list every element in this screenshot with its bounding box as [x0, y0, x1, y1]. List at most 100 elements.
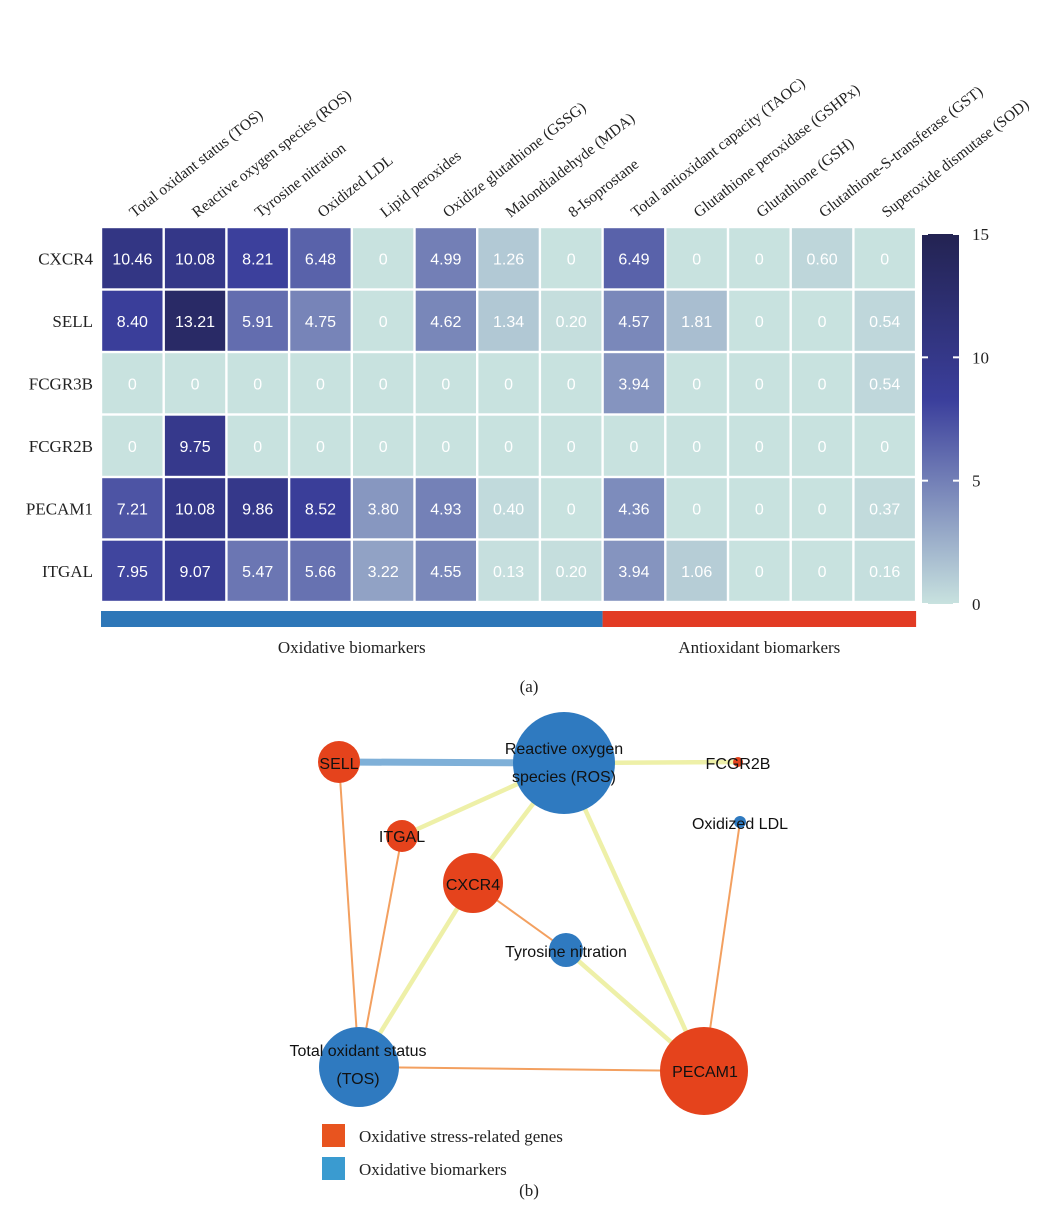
edge-tos-pecam1	[358, 1066, 705, 1072]
heatmap-value-label: 5.66	[305, 564, 336, 581]
heatmap-cell-pecam1-1	[164, 478, 226, 539]
heatmap-cell-fcgr3b-12	[854, 353, 915, 414]
heatmap-value-label: 0	[253, 376, 262, 393]
heatmap-cell-itgal-1	[164, 540, 226, 601]
node-oxldl	[734, 816, 746, 828]
heatmap-value-label: 0	[504, 439, 513, 456]
heatmap-cell-cxcr4-12	[854, 228, 915, 289]
heatmap-cell-pecam1-5	[415, 478, 476, 539]
heatmap-value-label: 0	[379, 439, 388, 456]
heatmap-cell-cxcr4-0	[102, 228, 163, 289]
colorbar-gradient	[922, 234, 959, 604]
heatmap-value-label: 0	[755, 439, 764, 456]
heatmap-value-label: 0	[567, 376, 576, 393]
heatmap-cell-fcgr3b-8	[603, 353, 665, 414]
heatmap-value-label: 0	[692, 439, 701, 456]
colorbar-tick-label: 15	[972, 225, 989, 244]
colorbar-tick-label: 5	[972, 472, 981, 491]
heatmap-value-label: 0	[692, 376, 701, 393]
node-label-tos: Total oxidant status (TOS)	[290, 1043, 427, 1088]
heatmap-cell-fcgr2b-12	[854, 415, 915, 476]
heatmap-cell-fcgr2b-7	[541, 415, 602, 476]
heatmap-cell-cxcr4-3	[290, 228, 351, 289]
legend-label-oxidative-stress-related-genes: Oxidative stress-related genes	[359, 1127, 563, 1146]
heatmap-cell-sell-9	[666, 290, 727, 351]
node-itgal	[386, 820, 418, 852]
heatmap-value-label: 9.07	[179, 564, 210, 581]
heatmap-value-label: 0	[880, 439, 889, 456]
heatmap-cell-sell-1	[164, 290, 226, 351]
network-edges	[335, 758, 741, 1074]
colorbar-tick-label: 0	[972, 595, 981, 614]
heatmap-cell-fcgr2b-5	[415, 415, 476, 476]
heatmap-grid-background	[101, 227, 917, 602]
heatmap-cell-sell-2	[227, 290, 288, 351]
heatmap-cell-pecam1-3	[290, 478, 351, 539]
heatmap-value-label: 3.94	[618, 564, 649, 581]
heatmap-cell-itgal-6	[478, 540, 539, 601]
heatmap-value-label: 0	[253, 439, 262, 456]
heatmap-cell-fcgr3b-0	[102, 353, 163, 414]
heatmap-value-label: 0.20	[556, 564, 587, 581]
heatmap-value-label: 0	[755, 564, 764, 581]
network-nodes	[318, 712, 748, 1115]
heatmap-value-label: 1.06	[681, 564, 712, 581]
row-label-fcgr3b: FCGR3B	[29, 374, 93, 393]
heatmap-cell-itgal-3	[290, 540, 351, 601]
heatmap-value-label: 0	[379, 251, 388, 268]
heatmap-colorbar: 0 5 10 15	[922, 225, 989, 614]
heatmap-value-label: 4.99	[430, 251, 461, 268]
heatmap-value-label: 10.46	[112, 251, 152, 268]
heatmap-value-label: 4.55	[430, 564, 461, 581]
heatmap-cell-sell-10	[729, 290, 790, 351]
heatmap-value-label: 7.21	[117, 501, 148, 518]
node-fcgr2b	[733, 757, 743, 767]
heatmap-value-label: 6.49	[618, 251, 649, 268]
panel-a-label: (a)	[520, 677, 539, 696]
heatmap-value-label: 3.22	[368, 564, 399, 581]
heatmap-value-label: 10.08	[175, 251, 215, 268]
heatmap-value-label: 0.54	[869, 314, 900, 331]
node-tyrnit	[549, 933, 583, 967]
heatmap-value-label: 4.93	[430, 501, 461, 518]
heatmap-value-label: 3.80	[368, 501, 399, 518]
heatmap-cell-fcgr2b-9	[666, 415, 727, 476]
heatmap-value-label: 8.21	[242, 251, 273, 268]
heatmap-value-label: 5.47	[242, 564, 273, 581]
heatmap-cell-pecam1-8	[603, 478, 665, 539]
node-label-ros: Reactive oxygen species (ROS)	[505, 741, 623, 786]
heatmap-cell-fcgr2b-1	[164, 415, 226, 476]
heatmap-value-label: 0	[818, 439, 827, 456]
heatmap-cell-sell-7	[541, 290, 602, 351]
heatmap-cell-fcgr3b-2	[227, 353, 288, 414]
heatmap-value-label: 4.36	[618, 501, 649, 518]
heatmap-value-label: 0	[818, 501, 827, 518]
heatmap-value-label: 1.26	[493, 251, 524, 268]
heatmap-cell-itgal-10	[729, 540, 790, 601]
heatmap-cell-fcgr3b-3	[290, 353, 351, 414]
heatmap-value-label: 0	[191, 376, 200, 393]
heatmap-value-label: 0.54	[869, 376, 900, 393]
heatmap-value-label: 0	[755, 501, 764, 518]
heatmap-cell-fcgr2b-11	[791, 415, 853, 476]
legend-label-oxidative-biomarkers: Oxidative biomarkers	[359, 1160, 507, 1179]
heatmap-value-label: 4.75	[305, 314, 336, 331]
heatmap-value-label: 0	[128, 376, 137, 393]
panel-b-label: (b)	[519, 1181, 539, 1200]
heatmap-cell-itgal-11	[791, 540, 853, 601]
heatmap-cell-fcgr3b-5	[415, 353, 476, 414]
heatmap-value-label: 1.34	[493, 314, 524, 331]
heatmap-cell-cxcr4-9	[666, 228, 727, 289]
heatmap-value-label: 7.95	[117, 564, 148, 581]
heatmap-value-label: 0	[567, 439, 576, 456]
group-label-antioxidant-biomarkers: Antioxidant biomarkers	[678, 638, 840, 657]
node-label-cxcr4: CXCR4	[446, 877, 500, 894]
heatmap-cell-fcgr3b-11	[791, 353, 853, 414]
heatmap-cell-fcgr3b-10	[729, 353, 790, 414]
heatmap-value-label: 0	[567, 251, 576, 268]
heatmap-cell-cxcr4-4	[353, 228, 414, 289]
node-label-tyrnit: Tyrosine nitration	[505, 944, 627, 961]
heatmap-value-label: 0.40	[493, 501, 524, 518]
heatmap-value-label: 0	[567, 501, 576, 518]
heatmap-value-label: 0	[818, 564, 827, 581]
